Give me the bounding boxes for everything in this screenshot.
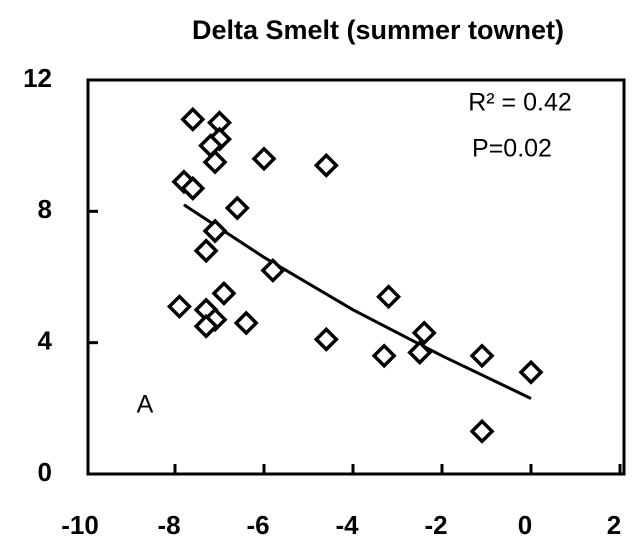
y-tick-label: 8 — [38, 194, 52, 224]
x-tick-label: -10 — [61, 510, 99, 540]
point — [469, 343, 495, 369]
point — [180, 175, 206, 201]
point — [469, 418, 495, 444]
point — [211, 280, 237, 306]
point — [407, 340, 433, 365]
point — [411, 320, 437, 346]
y-tick-label: 4 — [38, 326, 53, 356]
y-tick-label: 12 — [23, 63, 52, 93]
x-tick-label: 2 — [607, 510, 621, 540]
point — [193, 238, 219, 264]
point — [376, 284, 402, 310]
fit-line — [183, 203, 532, 400]
annotation: R² = 0.42 — [468, 89, 572, 117]
x-tick-label: -2 — [424, 510, 447, 540]
point — [193, 313, 219, 339]
annotation: A — [137, 391, 154, 419]
plot-frame — [86, 78, 626, 476]
x-tick-label: -6 — [246, 510, 269, 540]
x-tick-label: 0 — [518, 510, 532, 540]
point — [180, 106, 206, 132]
x-tick-label: -4 — [335, 510, 359, 540]
point — [260, 257, 286, 283]
annotation: P=0.02 — [472, 135, 552, 163]
point — [224, 195, 250, 221]
y-tick-label: 0 — [38, 457, 52, 487]
point — [233, 310, 259, 336]
point — [202, 218, 228, 244]
point — [251, 146, 277, 172]
x-tick-label: -8 — [157, 510, 180, 540]
point — [202, 149, 228, 175]
point — [371, 343, 397, 369]
point — [518, 359, 544, 385]
chart-title: Delta Smelt (summer townet) — [192, 15, 564, 45]
point — [166, 294, 192, 320]
point — [313, 326, 339, 352]
point — [313, 152, 339, 178]
